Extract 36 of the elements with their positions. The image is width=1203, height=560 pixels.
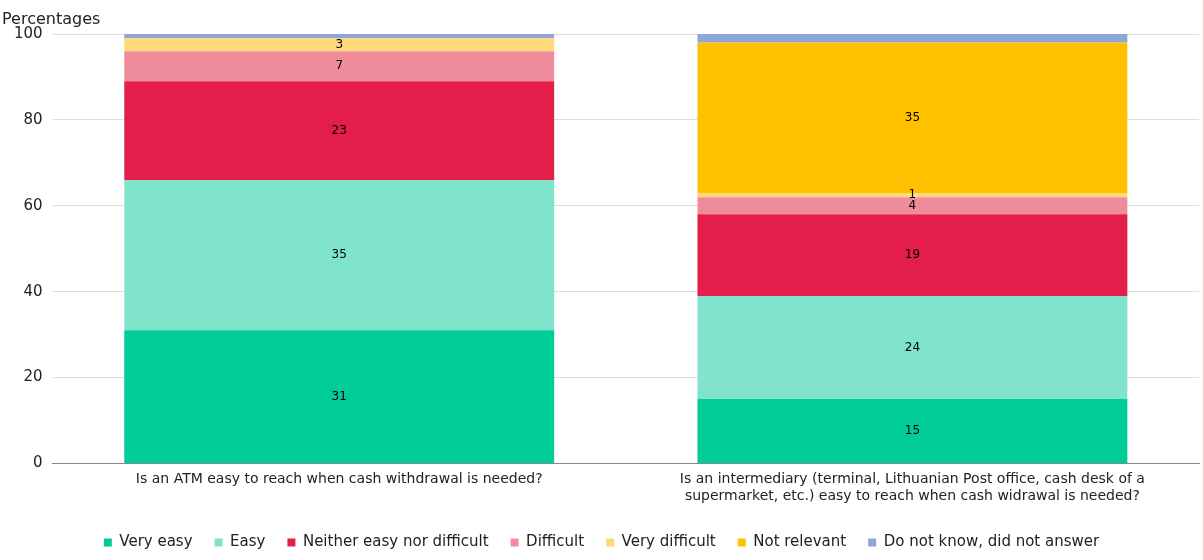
y-tick-label: 100: [13, 23, 43, 42]
bar: [697, 197, 1128, 215]
y-tick-label: 40: [23, 281, 43, 300]
bar: [124, 34, 555, 39]
bar: [124, 330, 555, 463]
legend-label: Easy: [230, 532, 266, 551]
legend-label: Difficult: [526, 532, 585, 551]
data-label: 35: [904, 109, 921, 124]
data-label: 15: [904, 423, 921, 438]
x-tick-label: Is an intermediary (terminal, Lithuanian Post office, cash desk of a supermarket, etc.) easy to reach when cash widrawal is needed?: [679, 470, 1145, 504]
y-tick-label: 60: [23, 195, 43, 214]
legend-label: Neither easy nor difficult: [302, 532, 489, 551]
data-label: 7: [335, 58, 344, 73]
y-tick-label: 80: [23, 109, 43, 128]
data-label: 3: [335, 36, 344, 51]
bar: [697, 214, 1128, 296]
bar: [697, 295, 1128, 399]
legend-label: Do not know, did not answer: [883, 532, 1101, 551]
legend-label: Not relevant: [753, 532, 847, 551]
data-label: 4: [908, 197, 917, 212]
x-tick-label: Is an ATM easy to reach when cash withdrawal is needed?: [135, 470, 543, 487]
data-label: 23: [331, 122, 347, 137]
bar: [124, 81, 555, 180]
data-label: 31: [331, 388, 347, 403]
bar: [124, 38, 555, 52]
bar: [124, 51, 555, 82]
y-tick-label: 0: [33, 453, 43, 472]
data-label: 19: [904, 247, 921, 262]
bar: [124, 180, 555, 331]
legend-label: Very easy: [119, 532, 193, 551]
y-tick-label: 20: [23, 367, 43, 386]
data-label: 24: [904, 339, 921, 354]
bar: [697, 398, 1128, 463]
data-label: 35: [331, 247, 347, 262]
legend-label: Very difficult: [621, 532, 716, 551]
bar: [697, 34, 1128, 43]
